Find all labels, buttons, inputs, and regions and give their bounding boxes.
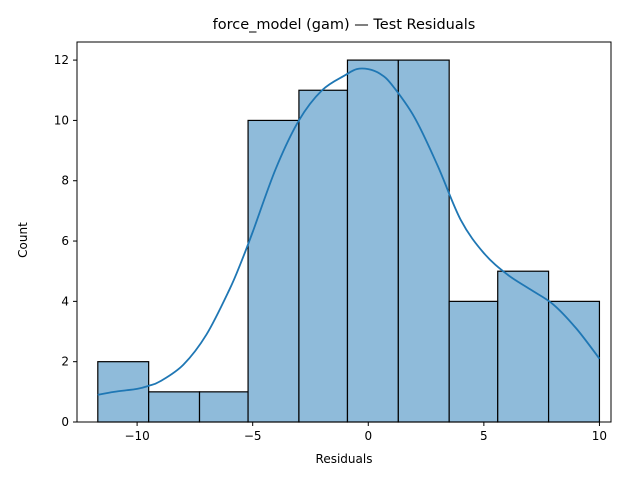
histogram-bar-7 — [448, 300, 499, 423]
y-tick-label-2: 4 — [61, 294, 69, 308]
histogram-bar-8 — [497, 270, 550, 423]
x-tick-label-0: −10 — [124, 429, 149, 443]
histogram-bar-0 — [97, 361, 150, 423]
y-tick-label-0: 0 — [61, 415, 69, 429]
kde-curve — [97, 67, 601, 396]
y-tick-label-4: 8 — [61, 174, 69, 188]
histogram-bar-1 — [148, 391, 201, 423]
x-tick-label-2: 0 — [364, 429, 372, 443]
x-tick-label-3: 5 — [480, 429, 488, 443]
text-layer: force_model (gam) — Test Residuals Resid… — [16, 17, 475, 466]
histogram-bar-4 — [298, 89, 349, 423]
axes-frame — [76, 41, 612, 423]
x-axis-label: Residuals — [316, 452, 373, 466]
histogram-bar-6 — [397, 59, 450, 423]
bars-layer — [97, 59, 601, 423]
chart-title: force_model (gam) — Test Residuals — [213, 17, 476, 33]
x-tick-label-4: 10 — [592, 429, 607, 443]
histogram-bar-5 — [346, 59, 399, 423]
y-axis-label: Count — [16, 222, 30, 258]
y-tick-label-3: 6 — [61, 234, 69, 248]
kde-layer — [97, 67, 601, 396]
histogram-bar-2 — [198, 391, 249, 423]
x-tick-label-1: −5 — [244, 429, 262, 443]
y-tick-label-5: 10 — [54, 113, 69, 127]
y-tick-label-6: 12 — [54, 53, 69, 67]
histogram-bar-9 — [547, 300, 601, 423]
histogram-bar-3 — [247, 119, 300, 423]
axes-layer: −10 −5 0 5 10 0 2 4 6 8 10 12 — [54, 41, 612, 443]
y-tick-label-1: 2 — [61, 355, 69, 369]
